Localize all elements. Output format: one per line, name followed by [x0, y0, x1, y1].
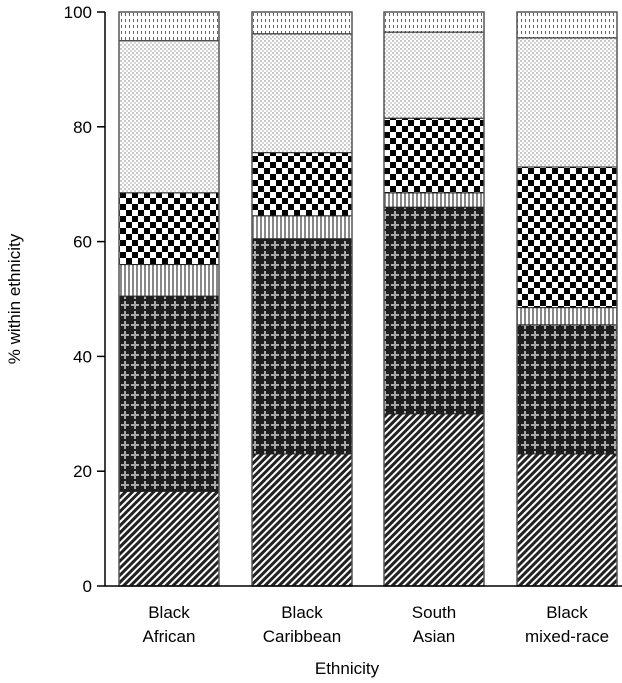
bar-segment-checkerboard [251, 152, 353, 217]
x-category-label: South [412, 603, 456, 622]
x-category-label: Black [148, 603, 190, 622]
axes-group [104, 12, 622, 587]
bar-segment-vertical-lines [118, 264, 220, 297]
y-axis-title: % within ethnicity [5, 233, 24, 364]
y-tick-label: 60 [73, 233, 92, 252]
bar-segment-diagonal-hatch [251, 453, 353, 587]
bar-segment-light-dots [383, 31, 485, 119]
x-category-label: Asian [413, 627, 456, 646]
x-category-label: African [143, 627, 196, 646]
bar-segment-fine-dots [516, 11, 618, 39]
x-category-label: mixed-race [525, 627, 609, 646]
bar-segment-dark-cross [383, 206, 485, 415]
y-ticks-group: 0 20 40 60 80 100 [64, 3, 105, 596]
bar-segment-diagonal-hatch [383, 413, 485, 587]
bar-segment-light-dots [118, 40, 220, 194]
bar-segment-vertical-lines [383, 192, 485, 208]
bar-segment-checkerboard [118, 192, 220, 266]
x-category-label: Caribbean [263, 627, 341, 646]
y-tick-label: 100 [64, 3, 92, 22]
x-category-label: Black [546, 603, 588, 622]
x-labels-group: Black African Black Caribbean South Asian Blac… [143, 603, 610, 646]
bar-segment-diagonal-hatch [118, 490, 220, 587]
bar-segment-dark-cross [516, 324, 618, 455]
y-tick-label: 20 [73, 462, 92, 481]
bar-segment-checkerboard [516, 166, 618, 309]
y-tick-label: 80 [73, 118, 92, 137]
bar-segment-dark-cross [251, 238, 353, 455]
bar-segment-fine-dots [251, 11, 353, 35]
bar-segment-vertical-lines [516, 307, 618, 326]
y-tick-label: 40 [73, 347, 92, 366]
y-tick-label: 0 [83, 577, 92, 596]
bar-segment-fine-dots [383, 11, 485, 33]
bar-segment-diagonal-hatch [516, 453, 618, 587]
bar-segment-fine-dots [118, 11, 220, 42]
x-axis-title: Ethnicity [315, 659, 380, 678]
bars-group [118, 11, 618, 587]
bar-segment-vertical-lines [251, 215, 353, 240]
bar-segment-checkerboard [383, 117, 485, 194]
bar-segment-light-dots [516, 37, 618, 168]
x-category-label: Black [281, 603, 323, 622]
bar-segment-dark-cross [118, 295, 220, 492]
bar-segment-light-dots [251, 33, 353, 154]
